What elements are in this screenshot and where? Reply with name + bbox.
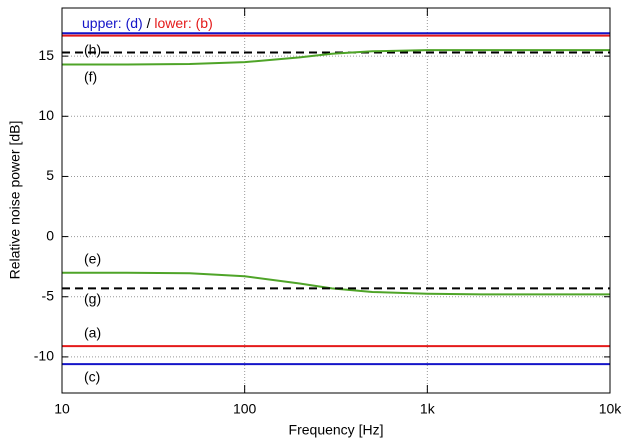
series-label: (f)	[84, 69, 97, 85]
series-label: (a)	[84, 325, 101, 341]
series-label: (h)	[84, 42, 101, 58]
series-label: (g)	[84, 291, 101, 307]
series-label: (c)	[84, 369, 100, 385]
y-tick-label: 15	[38, 47, 54, 63]
series-line	[62, 49, 610, 66]
x-tick-label: 1k	[420, 401, 436, 417]
lower-series: (b)	[196, 15, 213, 31]
upper-series: (d)	[126, 15, 143, 31]
series-line	[62, 271, 610, 296]
y-tick-label: 0	[46, 227, 54, 243]
x-axis-title: Frequency [Hz]	[289, 422, 384, 438]
separator: /	[147, 15, 151, 31]
x-tick-label: 10	[54, 401, 70, 417]
upper-label: upper:	[82, 15, 122, 31]
y-tick-label: 5	[46, 167, 54, 183]
y-tick-label: -5	[42, 287, 55, 303]
top-label: upper: (d) / lower: (b)	[82, 15, 213, 31]
x-tick-label: 100	[233, 401, 257, 417]
series-label: (e)	[84, 251, 101, 267]
y-tick-label: 10	[38, 107, 54, 123]
y-axis-title: Relative noise power [dB]	[7, 121, 23, 280]
plot-frame	[61, 7, 611, 394]
x-tick-label: 10k	[599, 401, 623, 417]
lower-label: lower:	[154, 15, 191, 31]
y-tick-label: -10	[34, 348, 54, 364]
